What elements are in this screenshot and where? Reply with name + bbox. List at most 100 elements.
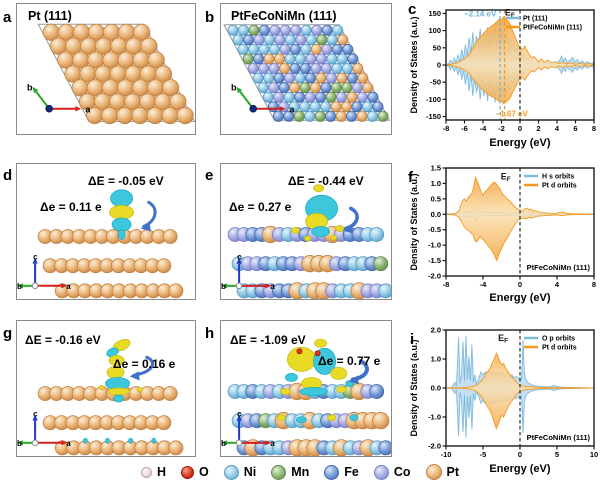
dos-chart-h-pt: -8 -4 0 4 8 -2.0 -1.5 -1.0 -0.5 0.0 0.5 1.0 1.5 Energ… bbox=[409, 164, 596, 305]
panel-h: c a b bbox=[220, 320, 392, 457]
fe-atom bbox=[346, 72, 358, 84]
legend-label-co: Co bbox=[393, 465, 411, 479]
panel-d: c a b bbox=[16, 163, 196, 300]
ni-atom bbox=[304, 110, 316, 122]
dos-chart-total: -8 -6 -4 -2 0 2 4 6 8 -150 -100 -50 0 50 100 150 Energy … bbox=[409, 8, 596, 150]
pt-atom bbox=[346, 91, 358, 103]
ni-atom bbox=[268, 43, 281, 55]
pt-atom bbox=[357, 72, 369, 84]
charge-depletion-isosurface bbox=[117, 229, 126, 240]
alloy-slab-oh-adsorption: c a b bbox=[221, 338, 391, 456]
co-atom bbox=[351, 82, 363, 94]
legend-entry: PtFeCoNiMn (111) bbox=[523, 25, 582, 32]
h-atom-icon bbox=[140, 466, 152, 478]
charge-accumulation-isosurface bbox=[136, 387, 143, 392]
legend-label-ni: Ni bbox=[243, 465, 257, 479]
co-atom bbox=[295, 34, 307, 46]
ni-atom bbox=[331, 62, 343, 75]
alloy-lattice-top-view: ab bbox=[223, 24, 391, 122]
pt-slab-h-adsorption: c a b bbox=[17, 189, 184, 299]
pt-atom bbox=[169, 93, 187, 111]
ni-atom bbox=[257, 82, 269, 94]
pt-atom bbox=[372, 412, 390, 430]
pt-atom bbox=[330, 101, 342, 113]
legend-label-fe: Fe bbox=[344, 465, 359, 479]
axis-b-label: b bbox=[27, 83, 33, 93]
charge-accumulation-isosurface bbox=[335, 225, 345, 232]
pt-atom bbox=[168, 440, 184, 456]
origin-dot bbox=[235, 439, 243, 447]
pt-atom bbox=[140, 37, 158, 55]
charge-depletion-isosurface bbox=[151, 437, 157, 444]
co-atom bbox=[279, 24, 291, 36]
co-atom bbox=[253, 34, 265, 46]
charge-accumulation-isosurface bbox=[98, 385, 105, 390]
co-atom bbox=[279, 43, 291, 55]
ni-atom bbox=[232, 34, 244, 46]
co-atom bbox=[321, 43, 333, 55]
chart-legend: Pt (111) PtFeCoNiMn (111) bbox=[506, 16, 582, 32]
co-atom bbox=[310, 62, 322, 75]
ni-atom bbox=[262, 91, 274, 103]
charge-depletion-isosurface bbox=[285, 373, 298, 382]
alloy-slab-h-adsorption: c a b bbox=[221, 184, 391, 299]
y-tick-label: 0 bbox=[437, 61, 441, 70]
mn-atom bbox=[325, 91, 337, 103]
x-tick-label: -5 bbox=[480, 450, 487, 459]
mn-atom bbox=[373, 256, 389, 272]
x-tick-label: 8 bbox=[592, 124, 596, 133]
pt-atom bbox=[341, 101, 353, 113]
co-atom bbox=[311, 24, 323, 36]
panel-b-title: PtFeCoNiMn (111) bbox=[231, 9, 337, 23]
ni-atom bbox=[336, 53, 348, 65]
fermi-level-label: EF bbox=[498, 333, 508, 345]
y-tick-label: -1.0 bbox=[428, 241, 441, 250]
charge-depletion-isosurface bbox=[110, 189, 134, 208]
y-tick-label: 1.0 bbox=[431, 179, 441, 188]
pt-atom bbox=[131, 107, 149, 125]
charge-accumulation-isosurface bbox=[109, 205, 135, 220]
y-tick-label: -1.5 bbox=[428, 256, 441, 265]
panel-letter-e: e bbox=[205, 167, 214, 184]
x-tick-label: -2 bbox=[498, 124, 505, 133]
fe-atom bbox=[273, 72, 285, 84]
x-tick-label: 10 bbox=[590, 450, 598, 459]
co-atom bbox=[274, 34, 286, 46]
pt-atom bbox=[310, 82, 322, 94]
dos-chart-o-pt: -10 -5 0 5 10 -2.0 -1.0 0.0 1.0 2.0 Energy (eV) Den… bbox=[409, 326, 598, 476]
y-tick-label: 150 bbox=[428, 9, 441, 18]
y-tick-label: 1.5 bbox=[431, 164, 441, 173]
legend-item-co: Co bbox=[373, 464, 411, 480]
axis-a-label: a bbox=[289, 105, 295, 115]
charge-accumulation-isosurface bbox=[330, 234, 338, 241]
x-tick-label: 2 bbox=[536, 124, 540, 133]
pt-atom bbox=[279, 62, 291, 75]
x-axis-label: Energy (eV) bbox=[489, 137, 550, 149]
fermi-level-label: EF bbox=[505, 8, 515, 20]
ni-atom bbox=[248, 43, 260, 55]
pt-atom bbox=[176, 107, 194, 125]
charge-accumulation-isosurface bbox=[304, 235, 311, 242]
fe-atom bbox=[378, 440, 391, 456]
mn-atom bbox=[330, 82, 343, 94]
y-tick-label: 1.0 bbox=[431, 355, 441, 364]
band-center-annotation: −1.67 eV bbox=[496, 110, 529, 119]
panel-e-energy: ΔE = -0.44 eV bbox=[288, 174, 364, 188]
x-tick-label: -4 bbox=[480, 124, 487, 133]
legend-item-ni: Ni bbox=[223, 464, 257, 480]
ni-atom bbox=[326, 53, 338, 65]
ni-atom bbox=[252, 72, 264, 84]
pt-atom bbox=[116, 107, 134, 125]
axis-c-label: c bbox=[237, 410, 242, 419]
x-tick-label: 4 bbox=[555, 124, 560, 133]
panel-letter-g: g bbox=[3, 325, 13, 342]
fe-atom bbox=[278, 82, 290, 94]
pt-atom bbox=[162, 229, 178, 244]
ni-atom bbox=[283, 91, 295, 103]
charge-depletion-isosurface bbox=[349, 414, 359, 422]
pt-atom bbox=[289, 82, 301, 94]
fe-atom bbox=[325, 110, 337, 122]
pt-atom bbox=[156, 258, 172, 274]
y-axis-label: Density of States (a.u.) bbox=[409, 173, 419, 270]
y-tick-label: 50 bbox=[433, 43, 441, 52]
